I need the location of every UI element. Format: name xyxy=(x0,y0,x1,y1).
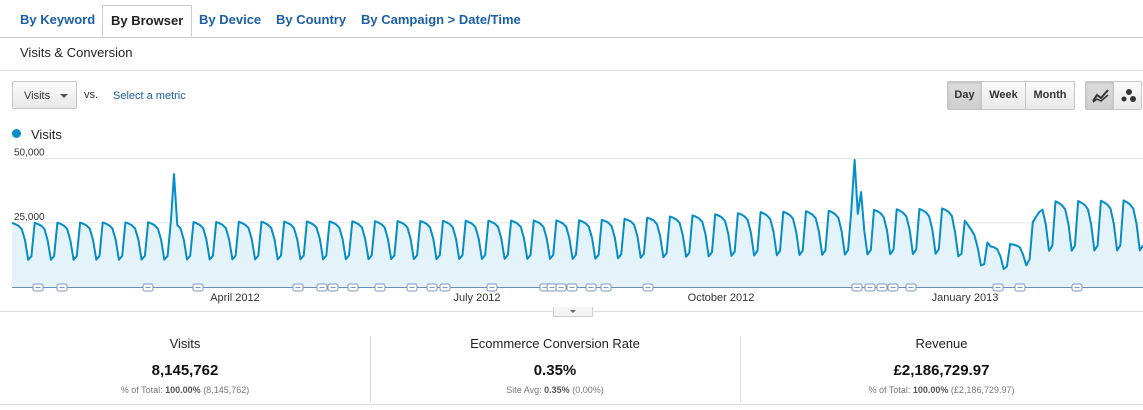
y-tick-label: 50,000 xyxy=(14,148,45,159)
granularity-day-button[interactable]: Day xyxy=(947,81,982,110)
motion-chart-button[interactable] xyxy=(1113,81,1142,110)
tab-by-country[interactable]: By Country xyxy=(276,12,347,27)
summary-conversion-rate: Ecommerce Conversion Rate 0.35% Site Avg… xyxy=(370,336,740,395)
divider xyxy=(0,70,1143,71)
annotation-marker[interactable] xyxy=(486,283,498,292)
annotation-marker[interactable] xyxy=(566,283,578,292)
summary-value: £2,186,729.97 xyxy=(893,362,990,379)
vs-label: vs. xyxy=(84,89,99,101)
annotation-marker[interactable] xyxy=(1014,283,1026,292)
chevron-down-icon xyxy=(60,94,68,98)
tab-by-browser[interactable]: By Browser xyxy=(102,5,193,37)
annotation-marker[interactable] xyxy=(142,283,154,292)
annotation-marker[interactable] xyxy=(887,283,899,292)
annotation-marker[interactable] xyxy=(851,283,863,292)
x-tick-label: April 2012 xyxy=(210,292,260,304)
annotation-marker[interactable] xyxy=(864,283,876,292)
summary-visits: Visits 8,145,762 % of Total: 100.00% (8,… xyxy=(0,336,370,395)
summary-title: Ecommerce Conversion Rate xyxy=(470,336,640,351)
tab-by-keyword[interactable]: By Keyword xyxy=(20,12,96,27)
x-tick-label: October 2012 xyxy=(688,292,755,304)
visits-area xyxy=(12,159,1143,287)
annotation-marker[interactable] xyxy=(876,283,888,292)
annotation-marker[interactable] xyxy=(905,283,917,292)
metric-select[interactable]: Visits xyxy=(12,81,77,109)
legend-dot xyxy=(12,129,21,138)
line-chart-button[interactable] xyxy=(1085,81,1114,110)
summary-title: Revenue xyxy=(915,336,968,351)
annotation-marker[interactable] xyxy=(374,283,386,292)
annotation-marker[interactable] xyxy=(426,283,438,292)
summary-sub: Site Avg: 0.35% (0.00%) xyxy=(506,385,604,395)
annotation-marker[interactable] xyxy=(546,283,558,292)
annotation-marker[interactable] xyxy=(439,283,451,292)
tab-by-campaign-date-time[interactable]: By Campaign > Date/Time xyxy=(361,12,521,27)
annotation-marker[interactable] xyxy=(316,283,328,292)
annotation-marker[interactable] xyxy=(347,283,359,292)
divider xyxy=(0,404,1143,405)
granularity-month-button[interactable]: Month xyxy=(1025,81,1075,110)
x-tick-label: July 2012 xyxy=(453,292,500,304)
collapse-chart-toggle[interactable] xyxy=(553,307,593,317)
legend-label: Visits xyxy=(31,127,62,142)
select-metric-link[interactable]: Select a metric xyxy=(113,90,186,102)
report-tabs: By Keyword By Browser By Device By Count… xyxy=(0,0,1143,38)
divider xyxy=(370,336,371,402)
motion-chart-icon xyxy=(1121,89,1136,102)
annotation-marker[interactable] xyxy=(32,283,44,292)
summary-title: Visits xyxy=(169,336,201,351)
summary-revenue: Revenue £2,186,729.97 % of Total: 100.00… xyxy=(740,336,1143,395)
y-tick-label: 25,000 xyxy=(14,212,45,223)
x-tick-label: January 2013 xyxy=(932,292,999,304)
annotation-marker[interactable] xyxy=(406,283,418,292)
summary-sub: % of Total: 100.00% (8,145,762) xyxy=(120,385,250,395)
visits-line xyxy=(11,158,1143,270)
annotation-marker[interactable] xyxy=(1071,283,1083,292)
tab-by-device[interactable]: By Device xyxy=(199,12,262,27)
chevron-down-icon xyxy=(570,310,576,313)
annotation-marker[interactable] xyxy=(585,283,597,292)
summary-sub: % of Total: 100.00% (£2,186,729.97) xyxy=(868,385,1015,395)
section-title: Visits & Conversion xyxy=(20,45,133,60)
summary-value: 0.35% xyxy=(533,362,577,379)
annotation-marker[interactable] xyxy=(555,283,567,292)
annotation-marker[interactable] xyxy=(600,283,612,292)
annotation-marker[interactable] xyxy=(642,283,654,292)
annotation-marker[interactable] xyxy=(56,283,68,292)
annotation-marker[interactable] xyxy=(327,283,339,292)
divider xyxy=(740,336,741,402)
annotation-marker[interactable] xyxy=(992,283,1004,292)
annotation-marker[interactable] xyxy=(292,283,304,292)
line-chart-icon xyxy=(1092,89,1109,103)
granularity-week-button[interactable]: Week xyxy=(981,81,1026,110)
metric-select-value: Visits xyxy=(24,90,51,102)
summary-value: 8,145,762 xyxy=(151,362,219,379)
visits-chart[interactable]: 50,000 25,000 April 2012 July 2012 October … xyxy=(0,146,1143,306)
annotation-marker[interactable] xyxy=(192,283,204,292)
